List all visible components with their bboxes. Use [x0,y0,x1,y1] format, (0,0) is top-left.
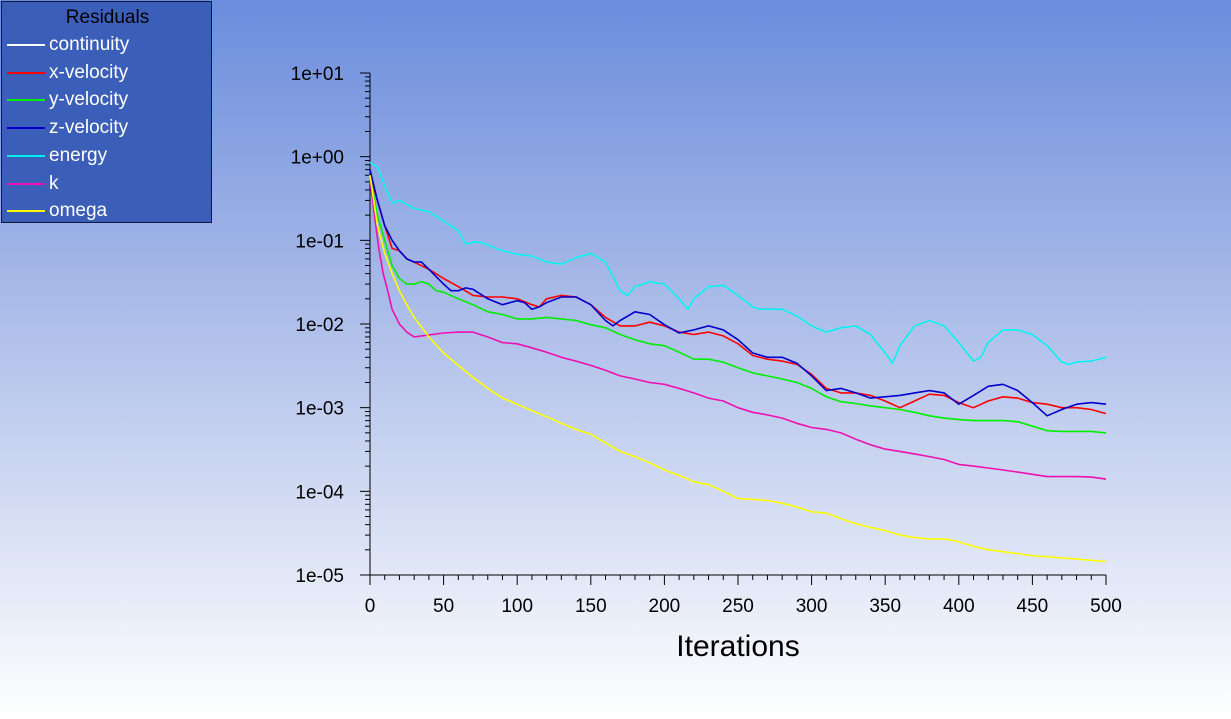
x-tick-label: 500 [1090,596,1122,617]
x-tick-label: 300 [796,596,828,617]
legend-label: x-velocity [49,61,129,83]
x-tick-label: 350 [869,596,901,617]
legend-swatch [7,44,45,46]
y-tick-label: 1e-01 [295,231,344,252]
x-tick-label: 450 [1017,596,1049,617]
legend-label: continuity [49,34,130,55]
x-tick-label: 150 [575,596,607,617]
x-tick-label: 0 [365,596,376,617]
legend: Residuals continuity x-velocity y-velocity… [1,1,212,223]
legend-swatch [7,99,45,102]
legend-swatch [7,127,45,130]
x-tick-label: 250 [722,596,754,617]
y-tick-label: 1e+01 [291,64,344,85]
legend-label: y-velocity [49,89,129,111]
y-tick-label: 1e+00 [291,148,344,169]
legend-swatch [7,154,45,157]
x-tick-label: 400 [943,596,975,617]
x-axis-label: Iterations [676,630,799,663]
legend-swatch [7,71,45,74]
legend-swatch [7,182,45,185]
legend-item-z-velocity: z-velocity [2,116,212,140]
series-omega [369,175,1107,563]
x-tick-label: 100 [501,596,533,617]
series-layer [369,161,1107,563]
series-k [369,178,1107,480]
legend-label: z-velocity [49,117,129,139]
x-tick-label: 200 [649,596,681,617]
legend-item-omega: omega [2,199,212,223]
legend-title: Residuals [65,7,150,28]
x-tick-label: 50 [433,596,454,617]
legend-item-continuity: continuity [2,33,212,57]
legend-label: k [49,172,59,194]
series-energy [369,161,1107,366]
legend-label: omega [49,200,108,222]
legend-label: energy [49,144,108,166]
y-tick-label: 1e-05 [295,566,344,587]
legend-item-k: k [2,172,212,196]
legend-swatch [7,210,45,213]
axes: 1e+01 1e+00 1e-01 1e-02 1e-03 1e-04 1e-05 0 50 10… [291,64,1122,617]
y-tick-label: 1e-02 [295,315,344,336]
y-tick-label: 1e-03 [295,399,344,420]
legend-item-x-velocity: x-velocity [2,61,212,85]
series-z-velocity [369,169,1107,417]
series-x-velocity [369,174,1107,415]
series-y-velocity [369,175,1107,434]
legend-item-energy: energy [2,144,212,168]
y-tick-label: 1e-04 [295,482,344,503]
legend-item-y-velocity: y-velocity [2,88,212,112]
